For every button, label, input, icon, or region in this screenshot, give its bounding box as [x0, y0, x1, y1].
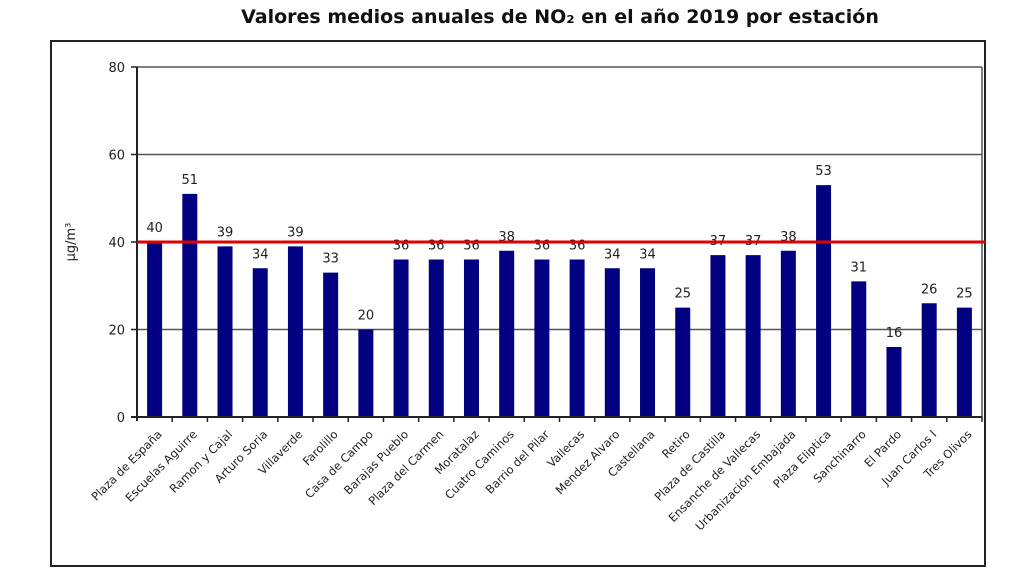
- bar: [886, 347, 902, 417]
- y-axis-label: µg/m³: [64, 223, 79, 262]
- data-label: 25: [956, 287, 973, 302]
- x-tick-label: Retiro: [659, 427, 693, 461]
- bar: [851, 281, 867, 417]
- bar: [816, 185, 832, 417]
- data-label: 53: [815, 164, 832, 179]
- data-label: 39: [287, 225, 304, 240]
- bar: [182, 193, 198, 417]
- data-label: 31: [850, 260, 867, 275]
- bar: [604, 268, 620, 417]
- bar: [147, 242, 163, 417]
- bar: [640, 268, 656, 417]
- data-label: 34: [252, 247, 269, 262]
- y-tick-label: 0: [117, 411, 125, 426]
- bar: [745, 255, 761, 417]
- chart-title: Valores medios anuales de NO₂ en el año …: [241, 6, 879, 28]
- bar: [463, 259, 479, 417]
- bar: [921, 303, 937, 417]
- x-tick-label: Barrio del Pilar: [483, 427, 553, 497]
- data-label: 20: [358, 309, 375, 324]
- bar: [252, 268, 268, 417]
- data-label: 26: [921, 282, 938, 297]
- data-label: 34: [604, 247, 621, 262]
- data-label: 40: [146, 221, 163, 236]
- y-tick-label: 20: [108, 324, 125, 339]
- chart-frame: [50, 40, 986, 567]
- bar: [499, 250, 515, 417]
- bar: [956, 307, 972, 417]
- y-tick-label: 40: [108, 236, 125, 251]
- bar: [569, 259, 585, 417]
- bar: [710, 255, 726, 417]
- data-label: 16: [886, 326, 903, 341]
- y-tick-label: 60: [108, 149, 125, 164]
- data-label: 33: [322, 252, 339, 267]
- bar: [323, 272, 339, 417]
- bar: [780, 250, 796, 417]
- data-label: 34: [639, 247, 656, 262]
- bar: [393, 259, 409, 417]
- y-tick-label: 80: [108, 61, 125, 76]
- bar: [358, 329, 374, 417]
- data-label: 51: [182, 173, 199, 188]
- bar: [217, 246, 233, 417]
- bar: [287, 246, 303, 417]
- bar: [428, 259, 444, 417]
- bar: [534, 259, 550, 417]
- bar: [675, 307, 691, 417]
- data-label: 25: [674, 287, 691, 302]
- data-label: 39: [217, 225, 234, 240]
